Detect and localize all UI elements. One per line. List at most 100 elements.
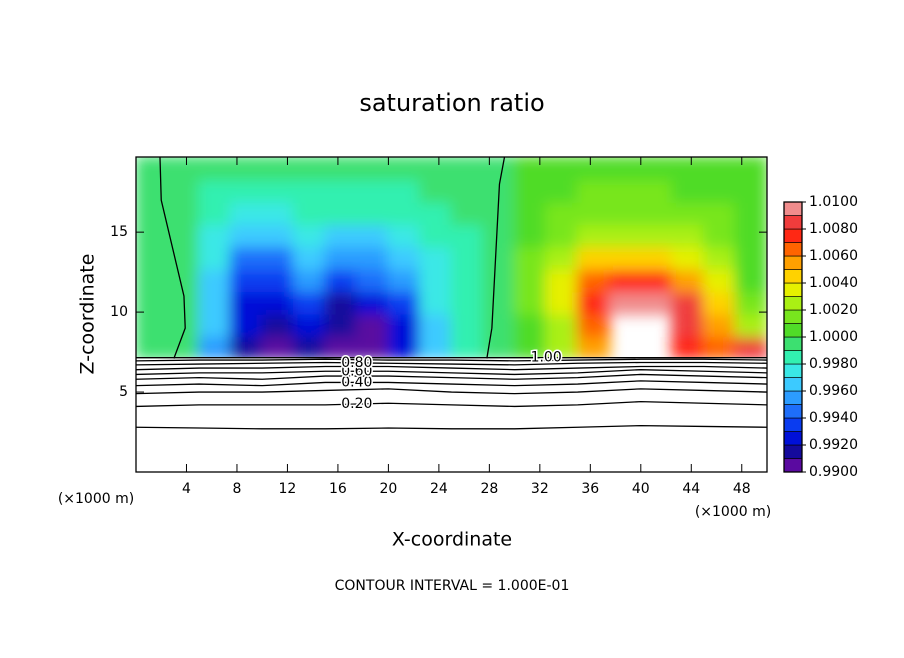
colorbar-tick-label: 1.0040 <box>809 275 858 291</box>
x-tick-label: 40 <box>632 481 650 497</box>
field-cell <box>702 157 737 181</box>
field-cell <box>608 157 642 181</box>
field-cell <box>671 178 705 203</box>
field-cell <box>734 157 767 181</box>
field-cell <box>576 335 611 359</box>
field-cell <box>513 200 548 226</box>
field-cell <box>608 200 642 226</box>
field-cell <box>702 267 737 293</box>
field-cell <box>545 245 579 270</box>
field-cell <box>261 267 295 293</box>
contour-line <box>136 365 767 371</box>
colorbar-tick-label: 1.0060 <box>809 248 858 264</box>
field-cell <box>261 290 295 315</box>
field-cell <box>166 335 201 359</box>
field-cell <box>136 223 169 248</box>
field-cell <box>166 267 201 293</box>
field-cell <box>702 178 737 203</box>
x-tick-label: 8 <box>232 481 241 497</box>
colorbar-band <box>783 390 803 405</box>
field-cell <box>387 267 421 293</box>
field-cell <box>229 312 264 338</box>
colorbar-band <box>783 444 803 459</box>
field-cell <box>608 290 642 315</box>
field-cell <box>261 223 295 248</box>
field-cell <box>418 335 453 359</box>
x-tick-label: 44 <box>682 481 700 497</box>
field-cell <box>166 245 201 270</box>
field-cell <box>324 200 358 226</box>
colorbar-tick-label: 0.9960 <box>809 383 858 399</box>
contour-label: 1.00 <box>531 350 562 366</box>
field-cell <box>136 335 169 359</box>
x-tick-label: 28 <box>480 481 498 497</box>
y-axis-label: Z-coordinate <box>77 254 99 375</box>
field-cell <box>292 267 327 293</box>
field-cell <box>734 335 767 359</box>
x-tick-label: 24 <box>430 481 448 497</box>
x-tick-label: 16 <box>329 481 347 497</box>
footer-note: CONTOUR INTERVAL = 1.000E-01 <box>335 578 570 594</box>
colorbar-tick-label: 1.0080 <box>809 221 858 237</box>
field-cell <box>639 178 674 203</box>
field-cell <box>324 290 358 315</box>
field-cell <box>261 178 295 203</box>
field-cell <box>387 223 421 248</box>
field-cell <box>545 157 579 181</box>
x-tick-label: 36 <box>581 481 599 497</box>
field-cell <box>418 200 453 226</box>
x-tick-label: 20 <box>379 481 397 497</box>
field-cell <box>198 312 232 338</box>
field-cell <box>734 200 767 226</box>
field-cell <box>639 223 674 248</box>
field-cells <box>136 157 767 359</box>
field-cell <box>545 223 579 248</box>
field-cell <box>734 312 767 338</box>
field-cell <box>418 245 453 270</box>
contour-line <box>136 373 767 380</box>
field-cell <box>482 267 516 293</box>
colorbar-band <box>783 323 803 338</box>
field-cell <box>576 178 611 203</box>
field-cell <box>355 200 390 226</box>
field-cell <box>418 223 453 248</box>
field-cell <box>671 223 705 248</box>
colorbar-band <box>783 269 803 284</box>
field-cell <box>639 245 674 270</box>
colorbar-tick-label: 0.9920 <box>809 437 858 453</box>
field-cell <box>450 245 485 270</box>
field-cell <box>418 290 453 315</box>
field-cell <box>671 245 705 270</box>
field <box>136 157 767 359</box>
field-cell <box>702 245 737 270</box>
field-cell <box>136 157 169 181</box>
field-cell <box>229 245 264 270</box>
colorbar-band <box>783 404 803 419</box>
field-cell <box>387 312 421 338</box>
field-cell <box>292 157 327 181</box>
field-cell <box>450 200 485 226</box>
field-cell <box>292 178 327 203</box>
field-cell <box>387 335 421 359</box>
field-cell <box>482 157 516 181</box>
contour-line <box>136 380 767 387</box>
field-cell <box>639 267 674 293</box>
field-cell <box>545 267 579 293</box>
field-cell <box>450 157 485 181</box>
field-cell <box>166 200 201 226</box>
field-cell <box>576 223 611 248</box>
x-tick-label: 32 <box>531 481 549 497</box>
field-cell <box>198 200 232 226</box>
field-cell <box>734 223 767 248</box>
field-cell <box>355 290 390 315</box>
colorbar-band <box>783 296 803 311</box>
field-cell <box>545 335 579 359</box>
colorbar-band <box>783 336 803 351</box>
colorbar-tick-label: 1.0100 <box>809 194 858 210</box>
field-cell <box>198 157 232 181</box>
colorbar-band <box>783 350 803 365</box>
field-cell <box>387 178 421 203</box>
colorbar-tick-label: 0.9980 <box>809 356 858 372</box>
